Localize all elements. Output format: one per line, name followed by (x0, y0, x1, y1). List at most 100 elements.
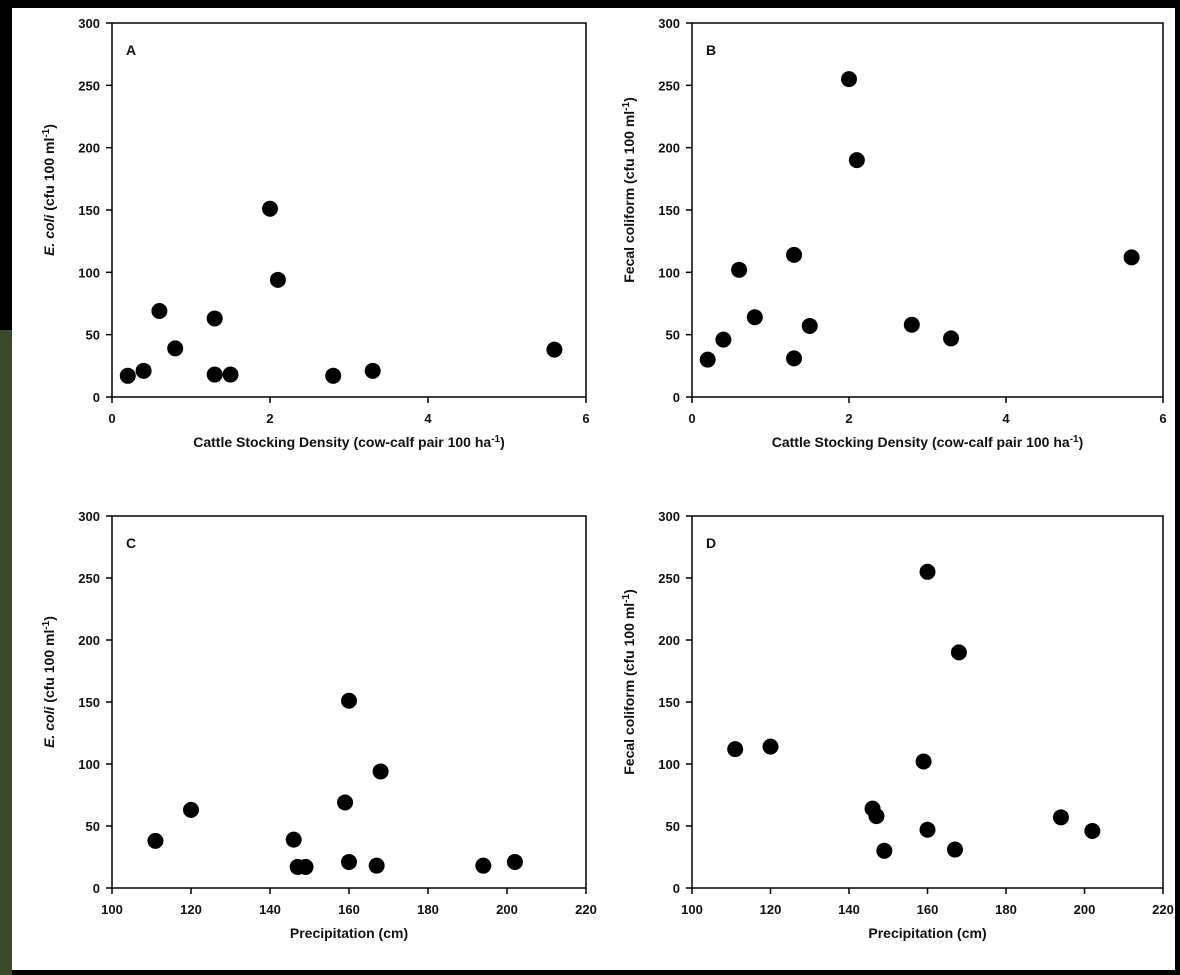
y-tick-label: 50 (666, 819, 680, 834)
label-part: (cfu 100 ml (41, 630, 57, 707)
point (903, 316, 920, 333)
y-tick-label: 300 (78, 16, 100, 31)
point (1084, 822, 1101, 839)
x-tick-label: 220 (575, 902, 597, 917)
x-tick-label: 160 (338, 902, 360, 917)
y-tick-label: 100 (658, 757, 680, 772)
x-tick-label: 2 (266, 411, 273, 426)
label-part: -1 (1070, 434, 1079, 445)
x-tick-label: 140 (259, 902, 281, 917)
point (151, 302, 168, 319)
point (699, 351, 716, 368)
label-part: -1 (621, 593, 632, 602)
label-part: Cattle Stocking Density (cow-calf pair 1… (193, 434, 491, 450)
point (727, 741, 744, 758)
label-part: Precipitation (cm) (868, 925, 986, 941)
point (946, 841, 963, 858)
label-part: ) (621, 589, 637, 594)
panel-label: B (706, 42, 716, 58)
point (546, 341, 563, 358)
point (372, 763, 389, 780)
point (135, 362, 152, 379)
photo-strip (0, 330, 12, 975)
y-axis-label: E. coli (cfu 100 ml-1) (41, 124, 58, 256)
label-part: -1 (41, 620, 52, 629)
y-tick-label: 100 (78, 265, 100, 280)
y-tick-label: 200 (78, 141, 100, 156)
point (285, 831, 302, 848)
x-tick-label: 6 (1159, 411, 1166, 426)
label-part: Fecal coliform (cfu 100 ml (621, 603, 637, 775)
point (206, 310, 223, 327)
label-part: E. coli (41, 706, 57, 748)
y-axis-label: Fecal coliform (cfu 100 ml-1) (621, 589, 638, 775)
label-part: ) (41, 616, 57, 621)
y-tick-label: 150 (78, 695, 100, 710)
point (801, 317, 818, 334)
x-tick-label: 200 (1074, 902, 1096, 917)
y-tick-label: 50 (86, 819, 100, 834)
panel: 0 2 4 6 0 50 100 150 200 250 300 A Cattle Stocking D… (41, 16, 590, 450)
point (919, 821, 936, 838)
x-tick-label: 0 (108, 411, 115, 426)
label-part: ) (500, 434, 505, 450)
x-tick-label: 2 (845, 411, 852, 426)
point (950, 644, 967, 661)
x-tick-label: 100 (681, 902, 703, 917)
label-part: -1 (621, 101, 632, 110)
x-tick-label: 160 (917, 902, 939, 917)
y-tick-label: 0 (93, 390, 100, 405)
point (269, 271, 286, 288)
y-tick-label: 200 (658, 633, 680, 648)
point (119, 367, 136, 384)
x-tick-label: 120 (760, 902, 782, 917)
y-tick-label: 300 (658, 16, 680, 31)
y-axis-label: E. coli (cfu 100 ml-1) (41, 616, 58, 748)
point (147, 832, 164, 849)
point (337, 794, 354, 811)
point (943, 330, 960, 347)
point (325, 367, 342, 384)
point (206, 366, 223, 383)
x-tick-label: 4 (424, 411, 432, 426)
point (297, 858, 314, 875)
point (167, 340, 184, 357)
y-tick-label: 50 (86, 328, 100, 343)
x-tick-label: 140 (838, 902, 860, 917)
y-tick-label: 0 (673, 881, 680, 896)
y-tick-label: 50 (666, 328, 680, 343)
point (475, 857, 492, 874)
x-axis-label: Precipitation (cm) (290, 925, 408, 941)
point (762, 738, 779, 755)
y-tick-label: 0 (673, 390, 680, 405)
panel-label: A (126, 42, 136, 58)
y-tick-label: 150 (658, 695, 680, 710)
x-tick-label: 180 (417, 902, 439, 917)
y-tick-label: 200 (78, 633, 100, 648)
label-part: ) (41, 124, 57, 129)
point (222, 366, 239, 383)
x-axis-label: Cattle Stocking Density (cow-calf pair 1… (193, 434, 505, 451)
label-part: E. coli (41, 214, 57, 256)
point (341, 853, 357, 870)
x-tick-label: 120 (180, 902, 202, 917)
y-tick-label: 100 (78, 757, 100, 772)
point (368, 857, 385, 874)
x-axis-label: Cattle Stocking Density (cow-calf pair 1… (772, 434, 1084, 451)
point (1052, 809, 1069, 826)
y-tick-label: 300 (658, 509, 680, 524)
label-part: -1 (491, 434, 500, 445)
x-tick-label: 4 (1002, 411, 1010, 426)
y-tick-label: 250 (658, 571, 680, 586)
point (786, 246, 803, 263)
panel: 100 120 140 160 180 200 220 0 50 100 150 200 250 300 D… (621, 509, 1174, 941)
point (841, 71, 857, 88)
point (731, 261, 748, 278)
y-tick-label: 0 (93, 881, 100, 896)
point (341, 692, 357, 709)
x-tick-label: 6 (582, 411, 589, 426)
figure-area (12, 8, 1175, 970)
x-tick-label: 0 (688, 411, 695, 426)
